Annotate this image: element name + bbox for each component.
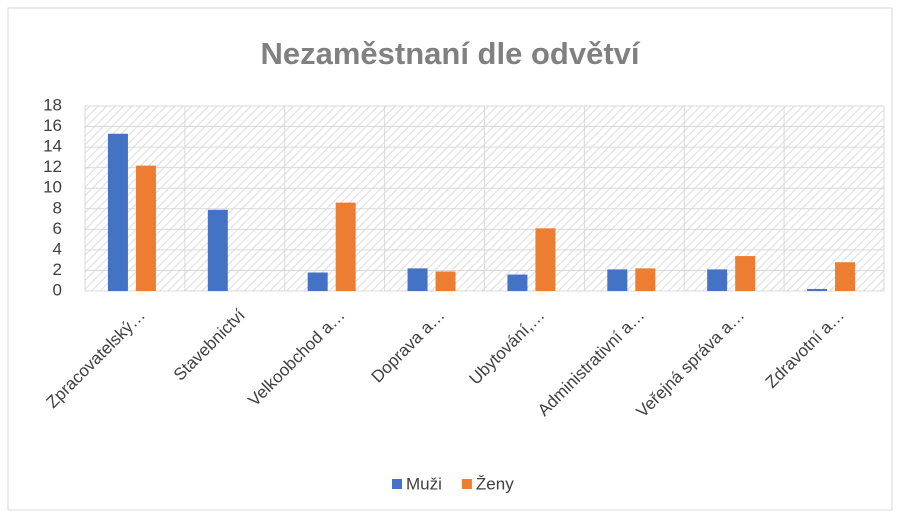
legend-swatch — [461, 479, 472, 489]
bar — [635, 268, 656, 291]
legend-swatch — [392, 479, 402, 489]
y-tick-label: 10 — [43, 178, 62, 197]
bar — [135, 165, 156, 291]
y-tick-label: 4 — [53, 239, 62, 258]
y-tick-label: 12 — [43, 157, 62, 176]
bar — [735, 256, 756, 291]
bar — [335, 202, 356, 291]
chart-title: Nezaměstnaní dle odvětví — [260, 36, 640, 71]
bar — [107, 133, 128, 291]
y-tick-label: 6 — [53, 219, 62, 238]
y-tick-label: 18 — [43, 95, 62, 114]
y-tick-label: 14 — [43, 137, 62, 156]
legend-label: Ženy — [476, 474, 514, 493]
bar — [507, 274, 528, 291]
bar — [607, 269, 628, 291]
bar — [307, 272, 328, 291]
bar — [407, 268, 428, 291]
y-tick-label: 0 — [53, 280, 62, 299]
bar — [835, 262, 856, 291]
legend-label: Muži — [406, 474, 442, 493]
y-tick-label: 16 — [43, 116, 62, 135]
bar — [435, 271, 456, 291]
bar — [207, 209, 228, 291]
bar — [807, 288, 828, 291]
bar — [707, 269, 728, 291]
y-tick-label: 8 — [53, 198, 62, 217]
y-tick-label: 2 — [53, 260, 62, 279]
bar — [535, 228, 556, 291]
